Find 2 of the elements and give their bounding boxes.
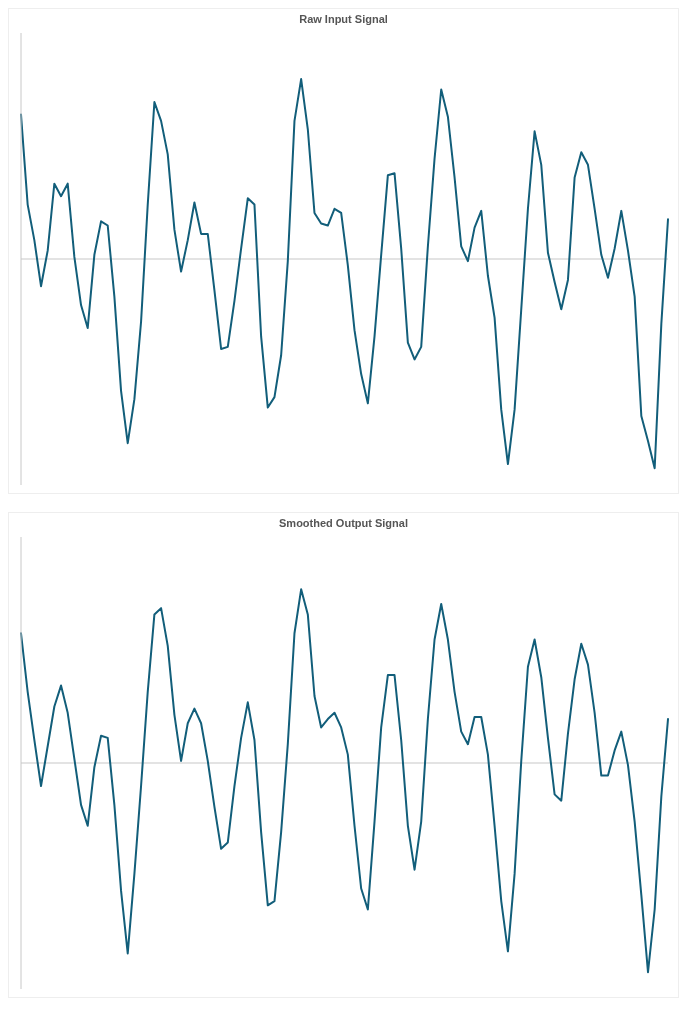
chart-title: Smoothed Output Signal xyxy=(278,516,409,529)
chart-title: Raw Input Signal xyxy=(298,12,389,25)
